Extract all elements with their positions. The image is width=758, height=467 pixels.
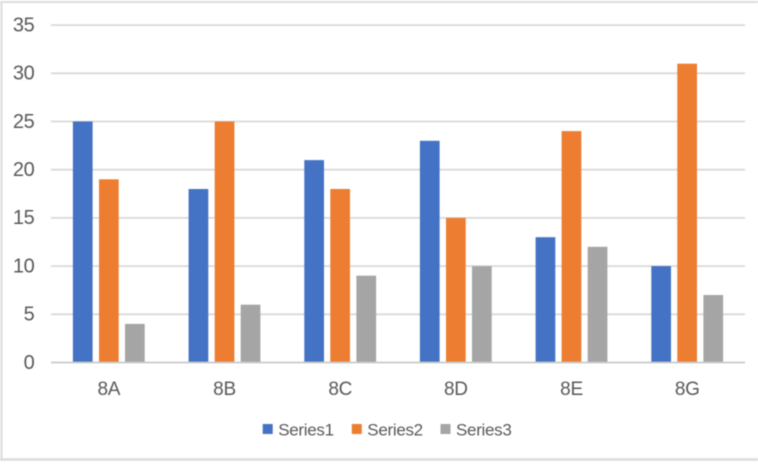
svg-text:15: 15 xyxy=(13,207,35,229)
svg-text:8A: 8A xyxy=(97,379,120,400)
svg-text:20: 20 xyxy=(13,159,35,181)
svg-text:8B: 8B xyxy=(213,379,236,400)
svg-text:30: 30 xyxy=(13,63,35,85)
svg-text:5: 5 xyxy=(24,304,35,326)
svg-text:8E: 8E xyxy=(560,379,583,400)
svg-text:10: 10 xyxy=(13,255,35,277)
svg-text:8G: 8G xyxy=(675,379,700,400)
svg-text:0: 0 xyxy=(24,352,35,374)
svg-text:8D: 8D xyxy=(444,379,468,400)
svg-text:Series1: Series1 xyxy=(278,420,334,439)
svg-text:Series2: Series2 xyxy=(367,420,423,439)
svg-text:25: 25 xyxy=(13,111,35,133)
svg-text:8C: 8C xyxy=(328,379,352,400)
svg-text:35: 35 xyxy=(13,14,35,36)
svg-text:Series3: Series3 xyxy=(456,420,512,439)
